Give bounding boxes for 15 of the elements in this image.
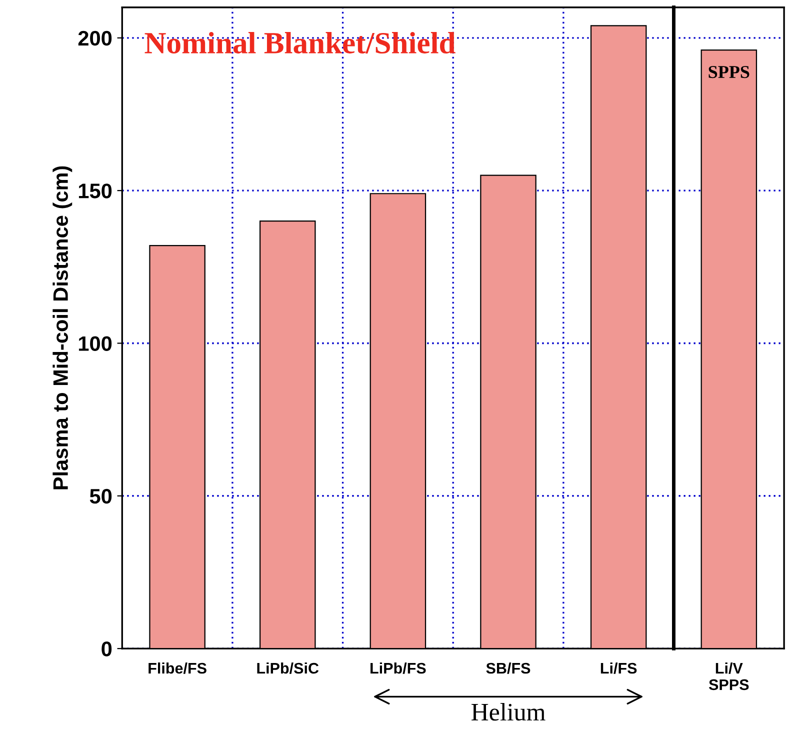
y-tick-label: 200 <box>78 30 112 46</box>
x-tick-label: SB/FS <box>486 662 530 674</box>
x-tick-label: LiPb/SiC <box>257 662 319 674</box>
x-tick-label: Li/FS <box>600 662 637 674</box>
y-axis-title: Plasma to Mid-coil Distance (cm) <box>52 166 72 490</box>
annotation: Nominal Blanket/Shield <box>144 32 456 54</box>
x-tick-label: Li/V SPPS <box>708 662 749 690</box>
x-tick-label: LiPb/FS <box>370 662 426 674</box>
y-tick-label: 100 <box>78 336 112 351</box>
annotation: SPPS <box>708 66 750 78</box>
text: Helium <box>471 703 546 721</box>
x-tick-label: Flibe/FS <box>148 662 206 674</box>
y-tick-label: 0 <box>102 642 112 656</box>
y-tick-label: 50 <box>90 488 112 504</box>
y-tick-label: 150 <box>78 184 112 198</box>
